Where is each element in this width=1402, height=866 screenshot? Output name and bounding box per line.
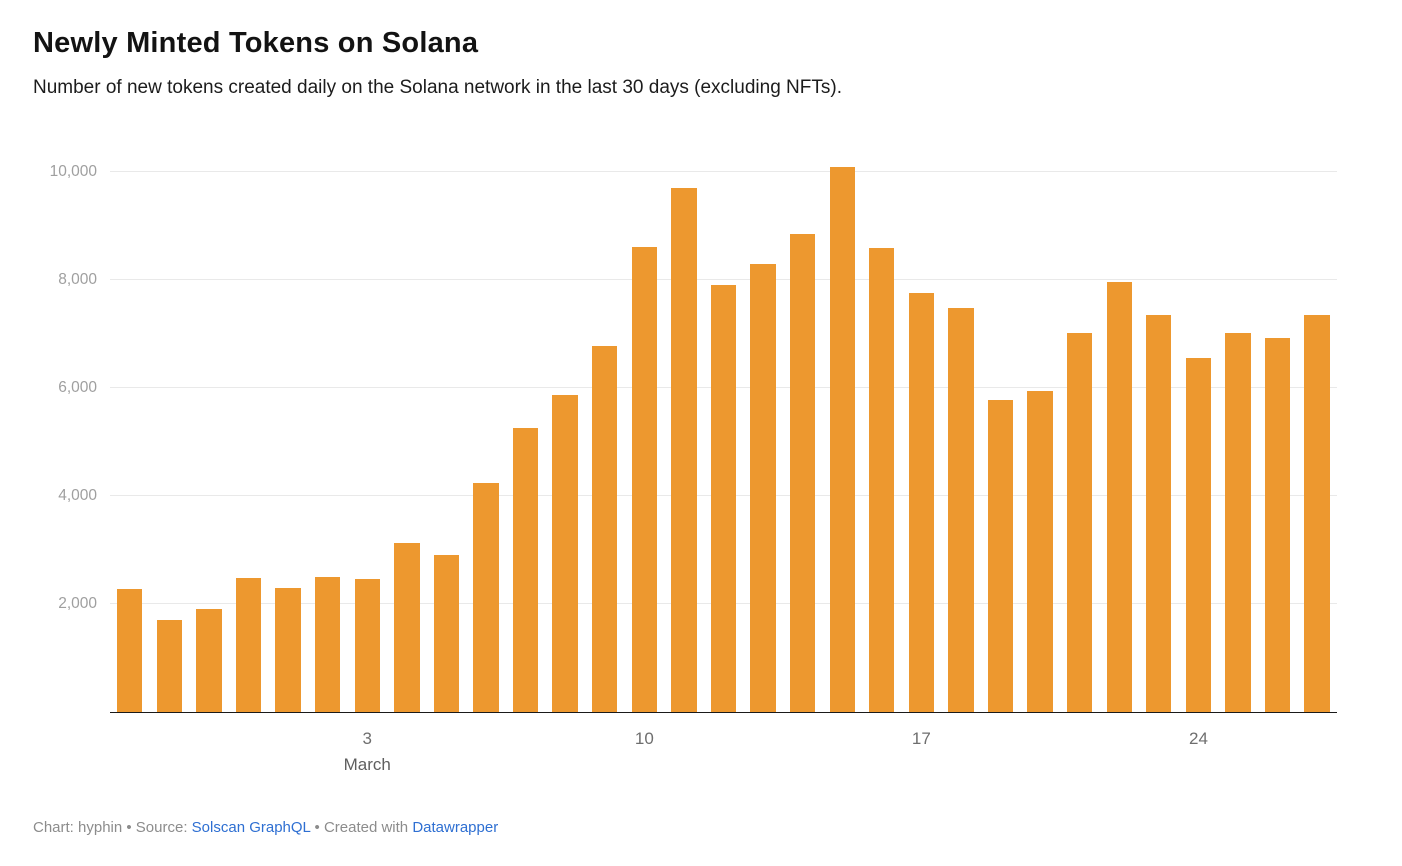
bar[interactable] — [156, 620, 183, 712]
bar-slot — [625, 157, 665, 712]
bar[interactable] — [354, 578, 380, 712]
bar[interactable] — [1225, 332, 1251, 712]
chart-title: Newly Minted Tokens on Solana — [33, 27, 479, 59]
bar-slot — [1218, 157, 1258, 712]
bar-slot — [545, 157, 585, 712]
footer-created-with: • Created with — [310, 818, 413, 836]
bar[interactable] — [1185, 357, 1212, 712]
x-axis-month-label: March — [343, 755, 391, 775]
bar-slot — [229, 157, 269, 712]
bar[interactable] — [592, 345, 618, 712]
bar[interactable] — [117, 588, 143, 712]
bar[interactable] — [235, 578, 262, 712]
bar-slot — [981, 157, 1021, 712]
x-axis-day-label: 17 — [911, 728, 931, 748]
bar[interactable] — [1146, 314, 1172, 712]
bar[interactable] — [631, 246, 657, 712]
bar[interactable] — [829, 167, 855, 712]
bar[interactable] — [433, 555, 460, 712]
bar-slot — [783, 157, 823, 712]
bar-slot — [427, 157, 467, 712]
x-axis-day-label: 3 — [362, 728, 372, 748]
bar[interactable] — [710, 284, 737, 712]
x-axis-tick-label: 10 — [635, 726, 654, 752]
chart: 2,000 4,000 6,000 8,000 10,000 3 March 10 17 24 — [50, 157, 1337, 774]
bar-slot — [941, 157, 981, 712]
bar-slot — [347, 157, 387, 712]
x-axis-day-label: 24 — [1188, 728, 1208, 748]
bar-slot — [268, 157, 308, 712]
datawrapper-link[interactable]: Datawrapper — [412, 818, 499, 836]
bar-slot — [150, 157, 190, 712]
bar-slot — [189, 157, 229, 712]
bar[interactable] — [275, 587, 301, 712]
source-link[interactable]: Solscan GraphQL — [191, 818, 311, 836]
x-axis-tick-label: 24 — [1189, 726, 1208, 752]
bar-slot — [308, 157, 348, 712]
attribution-footer: Chart: hyphin • Source: Solscan GraphQL … — [33, 819, 1337, 836]
bar[interactable] — [552, 394, 578, 712]
bar-slot — [822, 157, 862, 712]
bar-slot — [704, 157, 744, 712]
bar[interactable] — [196, 609, 222, 712]
plot-area: 2,000 4,000 6,000 8,000 10,000 3 March 10 17 24 — [50, 157, 1337, 774]
bar-slot — [1179, 157, 1219, 712]
bar[interactable] — [1027, 390, 1053, 712]
bar-slot — [506, 157, 546, 712]
bar-slot — [1297, 157, 1337, 712]
x-axis-day-label: 10 — [634, 728, 654, 748]
x-axis-tick-label: 3 March — [344, 726, 391, 779]
bar-slot — [387, 157, 427, 712]
bar-slot — [110, 157, 150, 712]
bar-slot — [466, 157, 506, 712]
bar[interactable] — [789, 233, 816, 712]
bar-slot — [862, 157, 902, 712]
y-axis-tick-label: 6,000 — [58, 378, 97, 396]
bar-slot — [1060, 157, 1100, 712]
bar-slot — [664, 157, 704, 712]
chart-subtitle: Number of new tokens created daily on th… — [33, 76, 842, 98]
bar-slot — [1139, 157, 1179, 712]
bar[interactable] — [948, 307, 974, 712]
bar[interactable] — [512, 428, 539, 712]
bar-slot — [585, 157, 625, 712]
bar[interactable] — [908, 292, 935, 712]
gridline — [110, 278, 1337, 280]
bar-slot — [902, 157, 942, 712]
y-axis-tick-label: 8,000 — [58, 270, 97, 288]
bar[interactable] — [473, 483, 499, 712]
bar[interactable] — [394, 543, 420, 712]
bar[interactable] — [1067, 333, 1093, 712]
bar[interactable] — [869, 247, 895, 712]
bar-slot — [1020, 157, 1060, 712]
bar-slot — [1099, 157, 1139, 712]
bar-slot — [1258, 157, 1298, 712]
bar[interactable] — [315, 576, 341, 712]
bar[interactable] — [987, 399, 1014, 712]
y-axis-tick-label: 4,000 — [58, 486, 97, 504]
x-axis-tick-label: 17 — [912, 726, 931, 752]
bar[interactable] — [1106, 281, 1132, 712]
y-axis-tick-label: 10,000 — [49, 162, 97, 180]
bar[interactable] — [1304, 314, 1330, 712]
bar-slot — [743, 157, 783, 712]
chart-card: Newly Minted Tokens on Solana Number of … — [33, 27, 1337, 836]
footer-chart-credit: Chart: hyphin • Source: — [33, 818, 192, 836]
bar[interactable] — [671, 188, 697, 712]
bars-container — [110, 157, 1337, 712]
bar[interactable] — [1264, 337, 1291, 712]
y-axis-tick-label: 2,000 — [58, 594, 97, 612]
gridline — [110, 170, 1337, 172]
bar[interactable] — [750, 264, 776, 712]
